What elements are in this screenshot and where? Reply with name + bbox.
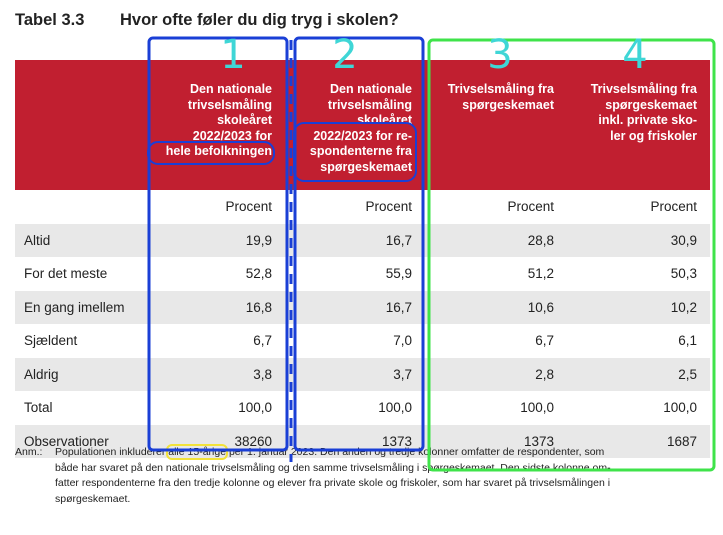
unit-cell: Procent [650,199,697,215]
table: Den nationale trivselsmåling skoleåret 2022… [15,60,710,458]
value-cell: 100,0 [520,400,554,416]
value-cell: 52,8 [245,266,272,282]
title: Tabel 3.3 Hvor ofte føler du dig tryg i s… [15,11,399,30]
note-highlight: alle 15-årige [166,444,229,460]
value-cell: 16,7 [285,290,425,324]
value-cell: 2,8 [425,357,567,391]
value-cell: 16,8 [145,290,285,324]
value-cell: 16,7 [285,223,425,257]
note-text: Populationen inkluderer [55,446,169,458]
table-body: Procent Procent Procent Procent Altid 19,9 16,… [15,190,710,458]
row: En gang imellem 16,8 16,7 10,6 10,2 [15,290,710,324]
header-cell: Den nationale trivselsmåling skoleåret 2022… [145,60,285,190]
header-line: trivselsmåling [327,97,412,112]
row-label: Altid [15,223,145,257]
unit-cell: Procent [225,199,272,215]
value-cell: 7,0 [393,333,412,349]
header-line: spørgeskemaet [605,97,697,112]
value-cell: 51,2 [527,266,554,282]
header-line: ler og friskoler [610,128,697,143]
value-cell: 100,0 [663,400,697,416]
header-cell [15,60,145,190]
value-cell: 3,7 [285,357,425,391]
table-title: Hvor ofte føler du dig tryg i skolen? [120,11,399,29]
value-cell: 55,9 [385,266,412,282]
value-cell: 28,8 [425,223,567,257]
table-number: Tabel 3.3 [15,11,85,29]
header-line: Den nationale [330,82,412,96]
row: Aldrig 3,8 3,7 2,8 2,5 [15,357,710,391]
row: Sjældent 6,7 7,0 6,7 6,1 [15,324,710,358]
header-line: 2022/2023 for re- [313,128,412,143]
header-line: Trivselsmåling fra [447,82,554,96]
header-line: inkl. private sko- [598,113,697,127]
note-line: Populationen inkluderer alle 15-årige pe… [55,444,715,461]
value-cell: 6,7 [535,333,554,349]
header-line: Den nationale [190,82,272,96]
row: Altid 19,9 16,7 28,8 30,9 [15,223,710,257]
row-label: Total [24,400,53,416]
unit-cell: Procent [507,199,554,215]
value-cell: 50,3 [670,266,697,282]
row-label: For det meste [24,266,108,282]
row: For det meste 52,8 55,9 51,2 50,3 [15,257,710,291]
header-cell: Trivselsmåling fra spørgeskemaet [425,60,567,190]
header-line: spørgeskemaet [462,97,554,112]
value-cell: 100,0 [238,400,272,416]
value-cell: 2,5 [567,357,710,391]
value-cell: 6,1 [678,333,697,349]
header-row: Den nationale trivselsmåling skoleåret 2022… [15,60,710,190]
value-cell: 6,7 [253,333,272,349]
value-cell: 19,9 [145,223,285,257]
unit-row: Procent Procent Procent Procent [15,190,710,224]
row: Total 100,0 100,0 100,0 100,0 [15,391,710,425]
value-cell: 3,8 [145,357,285,391]
header-line: skoleåret [217,113,272,127]
note-text: per 1. januar 2023. Den anden og tredje … [226,446,605,458]
header-cell: Trivselsmåling fra spørgeskemaet inkl. pri… [567,60,710,190]
note-line: både har svaret på den nationale trivsel… [55,461,611,474]
header-line: spørgeskemaet [320,159,412,174]
note-body: Populationen inkluderer alle 15-årige pe… [55,444,715,507]
row-label: Sjældent [24,333,78,349]
row-label: En gang imellem [15,290,145,324]
header-line: hele befolkningen [165,144,272,158]
row-label: Aldrig [15,357,145,391]
note-label: Anm.: [15,446,43,458]
value-cell: 10,2 [567,290,710,324]
unit-cell: Procent [365,199,412,215]
header-line: spondenterne fra [309,144,412,158]
value-cell: 100,0 [378,400,412,416]
header-cell: Den nationale trivselsmåling skoleåret 2022… [285,60,425,190]
cell [15,190,145,224]
value-cell: 10,6 [425,290,567,324]
header-line: 2022/2023 for [192,128,272,143]
note-line: spørgeskemaet. [55,492,131,505]
header-line: Trivselsmåling fra [590,82,697,96]
note-line: fatter respondenterne fra den tredje kol… [55,477,611,489]
header-line: skoleåret [357,113,412,127]
row-label: Observationer [15,424,145,458]
value-cell: 30,9 [567,223,710,257]
header-line: trivselsmåling [187,97,272,112]
